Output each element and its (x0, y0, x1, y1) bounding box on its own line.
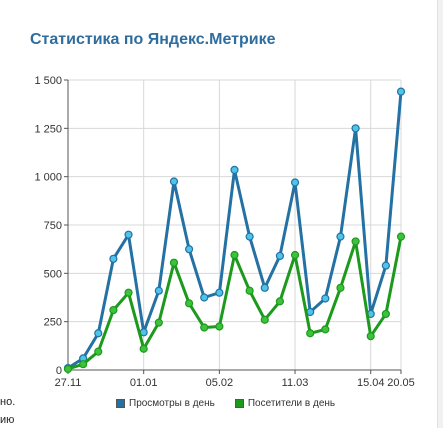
data-point-visitors (63, 364, 73, 374)
y-tick-label: 750 (44, 220, 62, 232)
x-tick-label: 01.01 (130, 377, 158, 389)
data-point-visitors (169, 258, 179, 267)
data-point-visitors (260, 315, 269, 324)
data-point-visitors (351, 237, 360, 246)
data-point-visitors (381, 309, 390, 319)
data-point-visitors (154, 318, 163, 327)
data-point-visitors (200, 323, 209, 332)
data-point-views (290, 178, 300, 187)
data-point-visitors (94, 347, 103, 356)
data-point-views (275, 251, 285, 261)
legend-label-visitors: Посетители в день (247, 397, 336, 409)
data-point-visitors (275, 297, 285, 306)
legend-swatch-views (116, 398, 125, 408)
legend-swatch-visitors (234, 398, 244, 408)
y-tick-label: 250 (44, 317, 62, 329)
y-tick-label: 1 500 (34, 75, 62, 87)
data-point-views (230, 165, 239, 174)
data-point-visitors (336, 283, 345, 292)
data-point-views (94, 329, 103, 338)
data-point-views (396, 87, 406, 96)
x-tick-label: 20.05 (387, 377, 415, 389)
y-tick-label: 500 (44, 268, 62, 280)
data-point-visitors (139, 344, 148, 353)
y-tick-label: 0 (56, 365, 62, 377)
data-point-visitors (290, 250, 300, 260)
y-tick-label: 1 250 (34, 123, 62, 135)
window-edge (437, 0, 443, 428)
data-point-views (351, 124, 360, 133)
y-tick-label: 1 000 (34, 172, 62, 184)
x-tick-label: 27.11 (55, 377, 82, 389)
data-point-visitors (321, 325, 330, 334)
data-point-visitors (109, 305, 118, 315)
data-point-views (154, 286, 163, 295)
data-point-visitors (306, 329, 315, 338)
legend-item-views[interactable]: Просмотры в день (116, 398, 215, 409)
chart-title: Статистика по Яндекс.Метрике (30, 31, 276, 48)
clipped-text-fragment: но. (0, 396, 16, 408)
data-point-views (109, 254, 118, 263)
x-tick-label: 11.03 (282, 377, 309, 389)
legend-item-visitors[interactable]: Посетители в день (234, 397, 336, 409)
data-point-views (381, 261, 390, 270)
data-point-visitors (396, 232, 406, 241)
chart-legend: Просмотры в день Посетители в день (116, 396, 355, 410)
legend-label-views: Просмотры в день (129, 397, 215, 409)
clipped-text-fragment: ию (0, 414, 15, 426)
data-point-visitors (79, 360, 88, 369)
data-point-views (336, 232, 345, 241)
data-point-visitors (230, 250, 239, 260)
data-point-visitors (245, 286, 254, 295)
data-point-views (200, 293, 209, 302)
data-point-views (169, 177, 179, 186)
x-tick-label: 15.04 (357, 377, 385, 389)
data-point-views (260, 283, 269, 292)
data-point-views (245, 232, 254, 241)
data-point-visitors (366, 332, 375, 341)
data-point-views (184, 245, 194, 254)
data-point-visitors (184, 299, 194, 308)
data-point-views (124, 230, 133, 239)
data-point-visitors (124, 288, 133, 297)
data-point-views (321, 294, 330, 303)
data-point-visitors (215, 322, 224, 331)
x-tick-label: 05.02 (206, 377, 234, 389)
data-point-views (215, 288, 224, 297)
